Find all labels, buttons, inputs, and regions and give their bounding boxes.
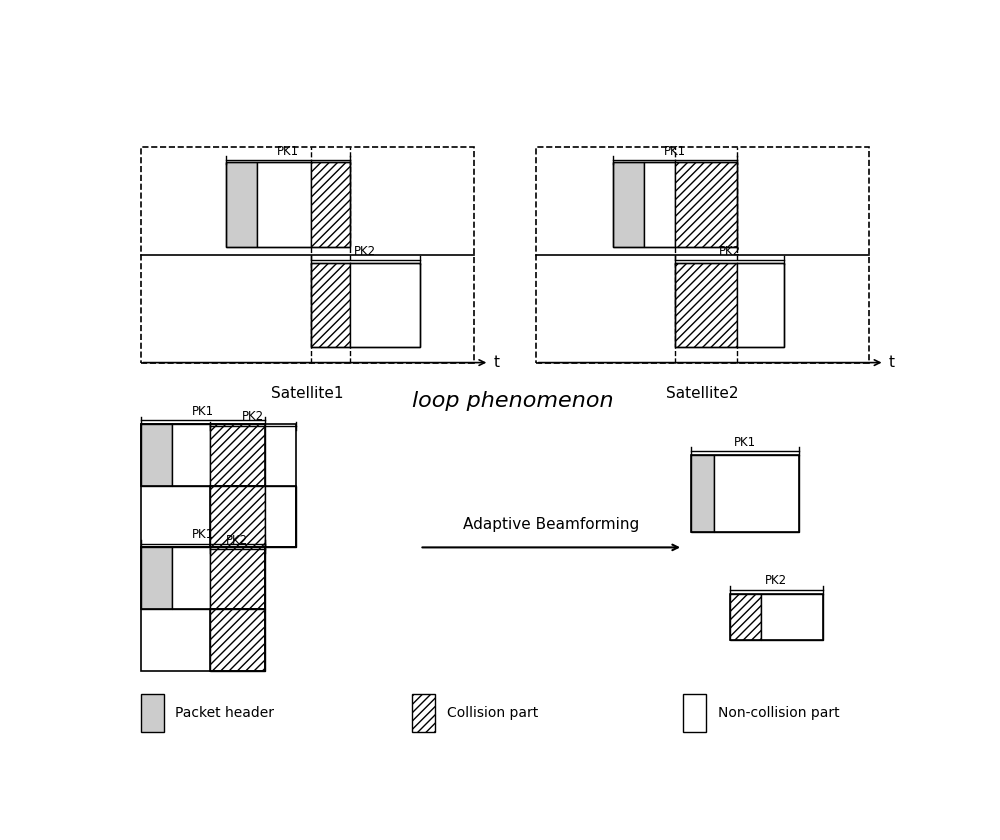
Text: Satellite1: Satellite1 xyxy=(271,386,343,401)
Text: PK2: PK2 xyxy=(765,575,787,587)
Bar xyxy=(210,424,264,486)
Bar xyxy=(140,424,296,548)
Bar xyxy=(140,548,264,670)
Bar xyxy=(172,548,210,609)
Bar xyxy=(412,694,435,732)
Text: Collision part: Collision part xyxy=(447,706,538,720)
Bar xyxy=(613,162,644,247)
Text: Satellite2: Satellite2 xyxy=(666,386,739,401)
Text: PK1: PK1 xyxy=(191,405,214,418)
Bar xyxy=(257,162,311,247)
Bar xyxy=(737,262,784,347)
Bar xyxy=(761,594,822,640)
Bar xyxy=(675,162,737,247)
Text: PK1: PK1 xyxy=(664,144,686,158)
Bar xyxy=(210,486,296,548)
Bar xyxy=(536,147,869,363)
Bar xyxy=(172,424,210,486)
Bar xyxy=(691,455,714,532)
Bar xyxy=(264,486,296,548)
Bar xyxy=(210,486,264,548)
Bar xyxy=(311,162,350,247)
Bar xyxy=(311,262,420,347)
Bar xyxy=(226,162,350,247)
Bar xyxy=(691,455,799,532)
Text: Non-collision part: Non-collision part xyxy=(718,706,840,720)
Bar xyxy=(350,262,420,347)
Bar xyxy=(675,262,784,347)
Bar xyxy=(226,162,257,247)
Text: Packet header: Packet header xyxy=(175,706,274,720)
Bar xyxy=(140,424,172,486)
Bar xyxy=(613,162,737,247)
Text: PK1: PK1 xyxy=(277,144,299,158)
Text: PK2: PK2 xyxy=(718,245,741,258)
Text: t: t xyxy=(493,355,499,370)
Bar xyxy=(683,694,706,732)
Text: PK2: PK2 xyxy=(226,533,248,547)
Bar xyxy=(311,262,350,347)
Text: loop phenomenon: loop phenomenon xyxy=(412,391,613,411)
Text: PK2: PK2 xyxy=(354,245,376,258)
Bar xyxy=(675,262,737,347)
Text: Adaptive Beamforming: Adaptive Beamforming xyxy=(463,517,639,532)
Text: PK1: PK1 xyxy=(734,436,756,449)
Bar xyxy=(140,694,164,732)
Bar xyxy=(140,147,474,363)
Text: PK2: PK2 xyxy=(242,411,264,423)
Text: PK1: PK1 xyxy=(191,528,214,541)
Bar xyxy=(210,548,264,609)
Bar xyxy=(210,609,264,670)
Bar xyxy=(714,455,799,532)
Bar xyxy=(644,162,675,247)
Bar xyxy=(730,594,761,640)
Bar xyxy=(730,594,822,640)
Bar xyxy=(210,609,264,670)
Text: t: t xyxy=(888,355,894,370)
Bar xyxy=(140,548,172,609)
Bar xyxy=(140,424,264,486)
Bar xyxy=(140,548,264,609)
